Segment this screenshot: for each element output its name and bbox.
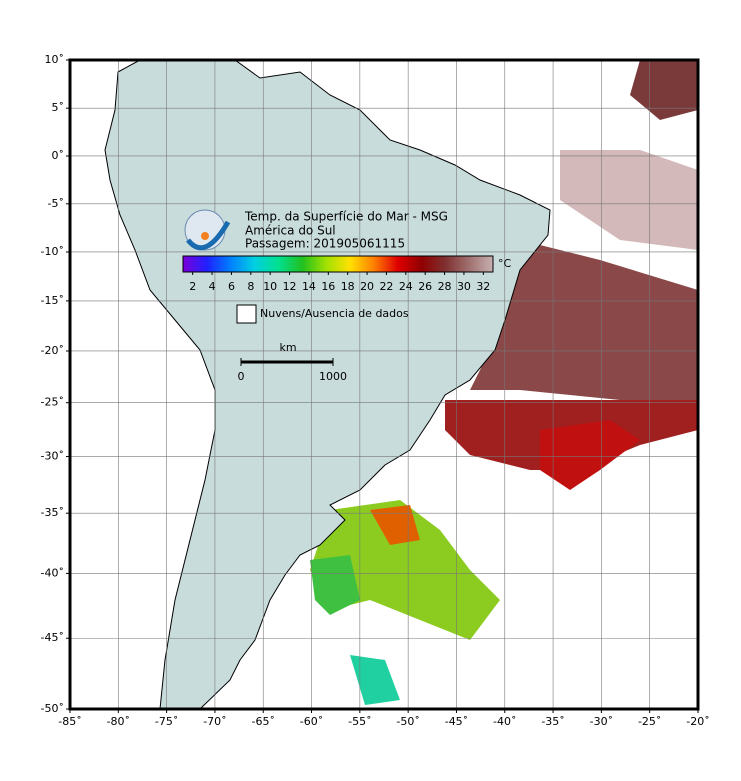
colorbar-tick-label: 24 (399, 280, 413, 293)
legend-swatch (236, 304, 257, 324)
y-tick-label: 10˚ (45, 53, 65, 66)
legend-label: Nuvens/Ausencia de dados (260, 307, 409, 320)
title-line: Temp. da Superfície do Mar - MSG (244, 210, 448, 224)
x-tick-label: -35˚ (541, 715, 564, 728)
y-tick-label: -25˚ (41, 396, 64, 409)
x-tick-label: -40˚ (493, 715, 516, 728)
colorbar-tick-label: 12 (283, 280, 297, 293)
x-tick-label: -60˚ (300, 715, 323, 728)
colorbar-tick-label: 32 (476, 280, 490, 293)
scalebar-label: 1000 (319, 370, 347, 383)
colorbar-unit: °C (498, 257, 512, 270)
x-tick-label: -25˚ (638, 715, 661, 728)
x-tick-label: -20˚ (686, 715, 709, 728)
y-tick-label: -50˚ (41, 702, 64, 715)
colorbar-tick-label: 14 (302, 280, 316, 293)
sst-patches (310, 60, 698, 705)
y-tick-label: -45˚ (41, 631, 64, 644)
x-tick-label: -50˚ (396, 715, 419, 728)
y-tick-label: -20˚ (41, 344, 64, 357)
frame (68, 58, 700, 711)
colorbar-tick-label: 22 (379, 280, 393, 293)
x-tick-label: -75˚ (155, 715, 178, 728)
logo (184, 209, 231, 251)
x-tick-label: -55˚ (348, 715, 371, 728)
colorbar-tick-label: 16 (321, 280, 335, 293)
colorbar-tick-label: 28 (438, 280, 452, 293)
colorbar-tick-label: 30 (457, 280, 471, 293)
y-tick-label: -30˚ (41, 450, 64, 463)
title-line: América do Sul (245, 224, 336, 238)
colorbar-tick-label: 6 (228, 280, 235, 293)
colorbar-tick-label: 20 (360, 280, 374, 293)
y-tick-label: 0˚ (52, 149, 65, 162)
y-tick-label: -10˚ (41, 245, 64, 258)
y-tick-label: -5˚ (48, 197, 64, 210)
x-tick-label: -30˚ (590, 715, 613, 728)
colorbar-tick-label: 26 (418, 280, 432, 293)
colorbar-tick-label: 8 (247, 280, 254, 293)
x-tick-label: -70˚ (203, 715, 226, 728)
scalebar-unit: km (279, 341, 296, 354)
x-tick-label: -45˚ (445, 715, 468, 728)
colorbar (182, 255, 494, 273)
x-tick-label: -85˚ (58, 715, 81, 728)
colorbar-tick-label: 4 (209, 280, 216, 293)
x-tick-label: -65˚ (251, 715, 274, 728)
y-tick-label: -40˚ (41, 566, 64, 579)
title-line: Passagem: 201905061115 (245, 237, 405, 251)
colorbar-tick-label: 10 (263, 280, 277, 293)
y-tick-label: 5˚ (52, 101, 65, 114)
scalebar-label: 0 (238, 370, 245, 383)
colorbar-tick-label: 18 (341, 280, 355, 293)
colorbar-tick-label: 2 (189, 280, 196, 293)
y-tick-label: -35˚ (41, 506, 64, 519)
y-tick-label: -15˚ (41, 294, 64, 307)
x-tick-label: -80˚ (107, 715, 130, 728)
